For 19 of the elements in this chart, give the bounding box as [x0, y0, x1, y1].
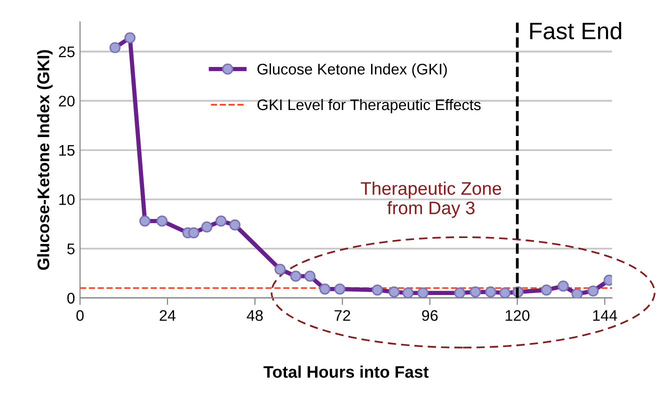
- x-tick-label: 24: [160, 310, 176, 321]
- x-tick-label: 0: [76, 310, 84, 321]
- x-axis-title: Total Hours into Fast: [264, 366, 429, 378]
- x-tick-label: 144: [593, 310, 618, 321]
- y-axis-title: Glucose-Ketone Index (GKI): [37, 50, 53, 270]
- y-tick-label: 25: [58, 46, 75, 58]
- legend-label: Glucose Ketone Index (GKI): [257, 63, 447, 78]
- x-tick-label: 96: [422, 310, 438, 321]
- ref-line-label: Fast End: [530, 22, 622, 40]
- y-tick-label: 5: [67, 244, 75, 254]
- y-tick-label: 0: [67, 292, 75, 304]
- y-tick-label: 20: [58, 96, 75, 107]
- x-tick-label: 48: [246, 310, 263, 321]
- y-tick-label: 15: [59, 145, 75, 156]
- legend-label: GKI Level for Therapeutic Effects: [257, 98, 481, 114]
- y-tick-label: 10: [59, 194, 75, 206]
- x-tick-label: 72: [334, 310, 350, 321]
- annotation: Therapeutic Zone from Day 3: [360, 182, 502, 218]
- x-tick-label: 120: [506, 310, 530, 321]
